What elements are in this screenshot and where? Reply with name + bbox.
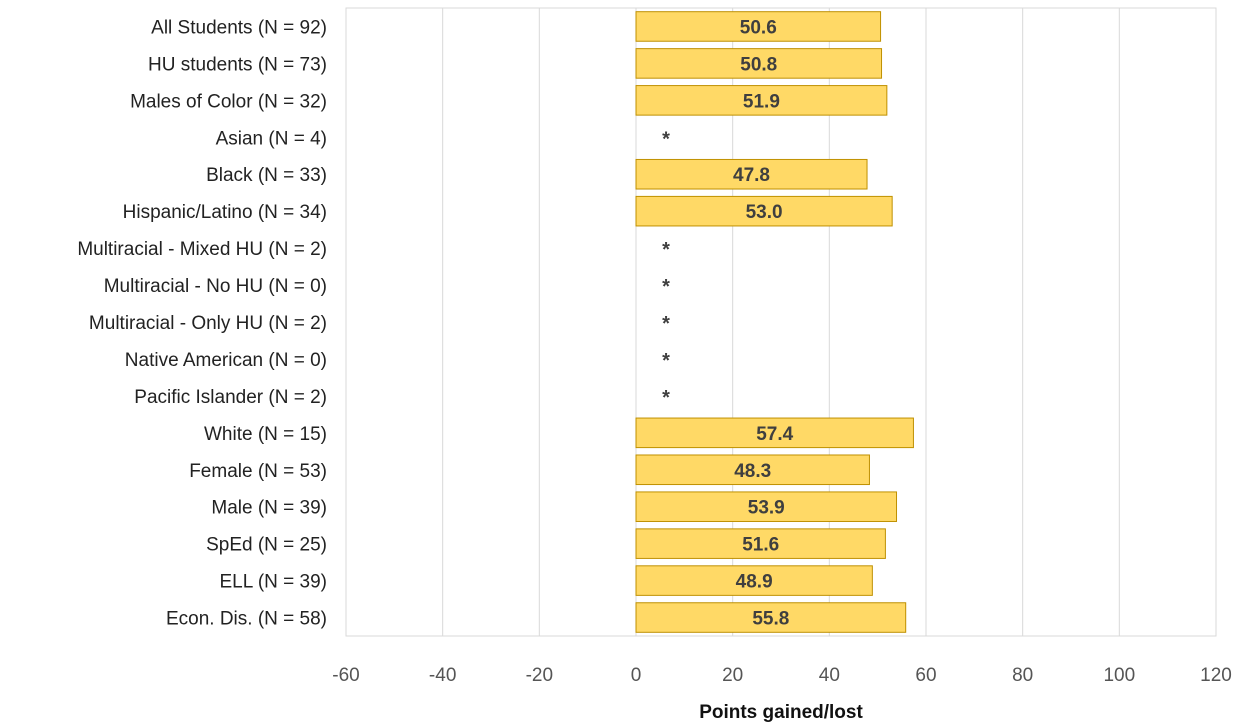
x-axis-title: Points gained/lost bbox=[699, 702, 863, 723]
bar bbox=[635, 491, 898, 522]
plot-area bbox=[345, 7, 1217, 637]
data-label: 57.4 bbox=[756, 424, 793, 445]
category-labels: All Students (N = 92) HU students (N = 73… bbox=[77, 17, 327, 629]
category-label: HU students (N = 73) bbox=[148, 54, 327, 75]
category-label: Pacific Islander (N = 2) bbox=[134, 387, 327, 408]
suppressed-marker: * bbox=[662, 239, 670, 261]
suppressed-marker: * bbox=[662, 387, 670, 409]
bar bbox=[635, 158, 868, 190]
suppressed-marker: * bbox=[662, 313, 670, 335]
bar bbox=[635, 454, 870, 486]
bars: 50.6 50.8 51.9 * 47.8 53.0 * * * * * 57.4 48.3 53.9 51… bbox=[635, 11, 914, 633]
data-label: 50.6 bbox=[740, 17, 777, 38]
category-label: White (N = 15) bbox=[204, 424, 327, 445]
category-label: Hispanic/Latino (N = 34) bbox=[123, 202, 327, 223]
category-label: All Students (N = 92) bbox=[151, 17, 327, 38]
category-label: SpEd (N = 25) bbox=[206, 535, 327, 556]
category-label: Black (N = 33) bbox=[206, 165, 327, 186]
category-label: Native American (N = 0) bbox=[125, 350, 327, 371]
data-label: 51.9 bbox=[743, 91, 780, 112]
bar bbox=[635, 11, 882, 42]
category-label: Multiracial - Only HU (N = 2) bbox=[89, 313, 327, 334]
bar bbox=[635, 417, 914, 449]
data-label: 50.8 bbox=[740, 54, 777, 75]
x-tick-label: 80 bbox=[1012, 665, 1033, 686]
x-tick-label: 20 bbox=[722, 665, 743, 686]
data-label: 51.6 bbox=[742, 535, 779, 556]
bar bbox=[635, 565, 873, 596]
x-tick-label: -40 bbox=[429, 665, 456, 686]
x-tick-label: -60 bbox=[332, 665, 359, 686]
category-label: Asian (N = 4) bbox=[216, 128, 327, 149]
data-label: 53.0 bbox=[746, 202, 783, 223]
category-label: Males of Color (N = 32) bbox=[130, 91, 327, 112]
bar bbox=[635, 85, 888, 116]
bar bbox=[635, 602, 907, 633]
data-label: 48.3 bbox=[734, 461, 771, 482]
category-label: Male (N = 39) bbox=[211, 498, 327, 519]
bar bbox=[635, 528, 886, 559]
x-tick-label: 40 bbox=[819, 665, 840, 686]
bar bbox=[635, 48, 883, 79]
data-label: 53.9 bbox=[748, 498, 785, 519]
x-tick-label: 100 bbox=[1103, 665, 1135, 686]
data-label: 55.8 bbox=[752, 609, 789, 630]
category-label: Female (N = 53) bbox=[189, 461, 327, 482]
suppressed-marker: * bbox=[662, 128, 670, 150]
data-label: 48.9 bbox=[736, 572, 773, 593]
category-label: Econ. Dis. (N = 58) bbox=[166, 609, 327, 630]
x-tick-label: -20 bbox=[526, 665, 553, 686]
suppressed-marker: * bbox=[662, 276, 670, 298]
suppressed-marker: * bbox=[662, 350, 670, 372]
x-tick-label: 60 bbox=[915, 665, 936, 686]
category-label: ELL (N = 39) bbox=[219, 572, 327, 593]
data-label: 47.8 bbox=[733, 165, 770, 186]
category-label: Multiracial - Mixed HU (N = 2) bbox=[77, 239, 327, 260]
x-tick-labels: -60 -40 -20 0 20 40 60 80 100 120 bbox=[332, 665, 1232, 686]
x-tick-label: 0 bbox=[631, 665, 642, 686]
category-label: Multiracial - No HU (N = 0) bbox=[104, 276, 327, 297]
bar bbox=[635, 195, 893, 227]
x-tick-label: 120 bbox=[1200, 665, 1232, 686]
